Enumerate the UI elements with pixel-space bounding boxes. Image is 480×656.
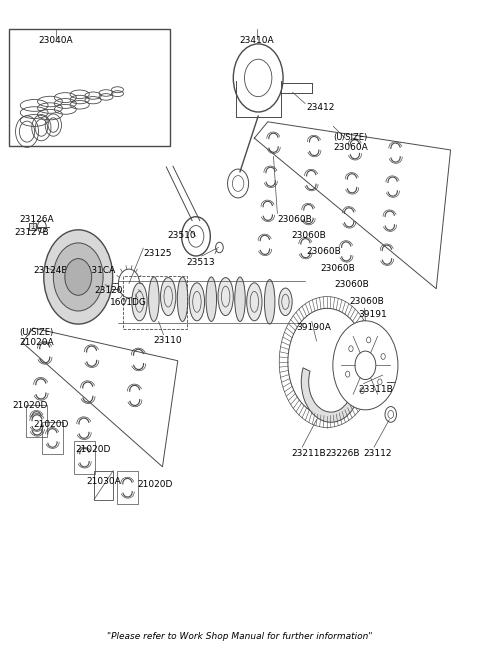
Text: 21020D: 21020D <box>12 401 48 410</box>
Circle shape <box>333 321 398 410</box>
Text: 23226B: 23226B <box>325 449 360 458</box>
Text: 21020A: 21020A <box>19 338 53 347</box>
Text: 39191: 39191 <box>359 310 387 319</box>
Text: 1601DG: 1601DG <box>110 298 147 307</box>
Text: 23410A: 23410A <box>240 36 274 45</box>
Ellipse shape <box>264 279 275 324</box>
Circle shape <box>65 258 92 295</box>
Text: 23110: 23110 <box>153 336 181 345</box>
Bar <box>74 441 95 474</box>
Text: 23125: 23125 <box>144 249 172 258</box>
Ellipse shape <box>177 277 188 321</box>
Text: 21030A: 21030A <box>86 478 120 486</box>
Text: (U/SIZE): (U/SIZE) <box>333 133 368 142</box>
Text: 1431CA: 1431CA <box>81 266 116 276</box>
Text: 23311B: 23311B <box>359 385 394 394</box>
Bar <box>123 276 187 329</box>
Text: 23510: 23510 <box>167 231 196 240</box>
Bar <box>42 422 63 455</box>
Bar <box>29 222 36 230</box>
Text: 23127B: 23127B <box>14 228 49 237</box>
Text: 23060B: 23060B <box>306 247 341 256</box>
Bar <box>117 472 138 504</box>
Text: 21020D: 21020D <box>137 480 172 489</box>
Bar <box>26 405 47 438</box>
Ellipse shape <box>160 277 176 316</box>
Ellipse shape <box>279 288 292 316</box>
Text: 21020D: 21020D <box>33 420 69 428</box>
Ellipse shape <box>247 283 262 321</box>
Ellipse shape <box>189 283 204 321</box>
Ellipse shape <box>235 277 245 321</box>
Circle shape <box>44 230 113 324</box>
Text: 23124B: 23124B <box>33 266 68 276</box>
Text: 23060B: 23060B <box>335 280 370 289</box>
Text: 23211B: 23211B <box>292 449 326 458</box>
Bar <box>110 283 119 289</box>
Ellipse shape <box>132 283 147 321</box>
Text: 23060B: 23060B <box>277 215 312 224</box>
Text: 21020D: 21020D <box>75 445 110 453</box>
Ellipse shape <box>149 277 159 321</box>
Text: 23412: 23412 <box>306 104 335 112</box>
Text: 23040A: 23040A <box>38 36 73 45</box>
Bar <box>94 471 113 499</box>
Text: 23126A: 23126A <box>19 215 53 224</box>
Text: 39190A: 39190A <box>297 323 331 332</box>
Text: 23060B: 23060B <box>321 264 355 273</box>
Ellipse shape <box>206 277 216 321</box>
Text: 23120: 23120 <box>94 286 122 295</box>
Ellipse shape <box>218 277 233 316</box>
Wedge shape <box>301 368 359 422</box>
Text: 23112: 23112 <box>363 449 392 458</box>
Bar <box>9 30 169 146</box>
Circle shape <box>53 243 103 311</box>
Text: "Please refer to Work Shop Manual for further information": "Please refer to Work Shop Manual for fu… <box>107 632 373 641</box>
Text: 23060A: 23060A <box>333 143 368 152</box>
Text: 23060B: 23060B <box>349 297 384 306</box>
Text: 23513: 23513 <box>186 258 215 267</box>
Text: 23060B: 23060B <box>292 231 326 240</box>
Text: (U/SIZE): (U/SIZE) <box>19 328 53 337</box>
